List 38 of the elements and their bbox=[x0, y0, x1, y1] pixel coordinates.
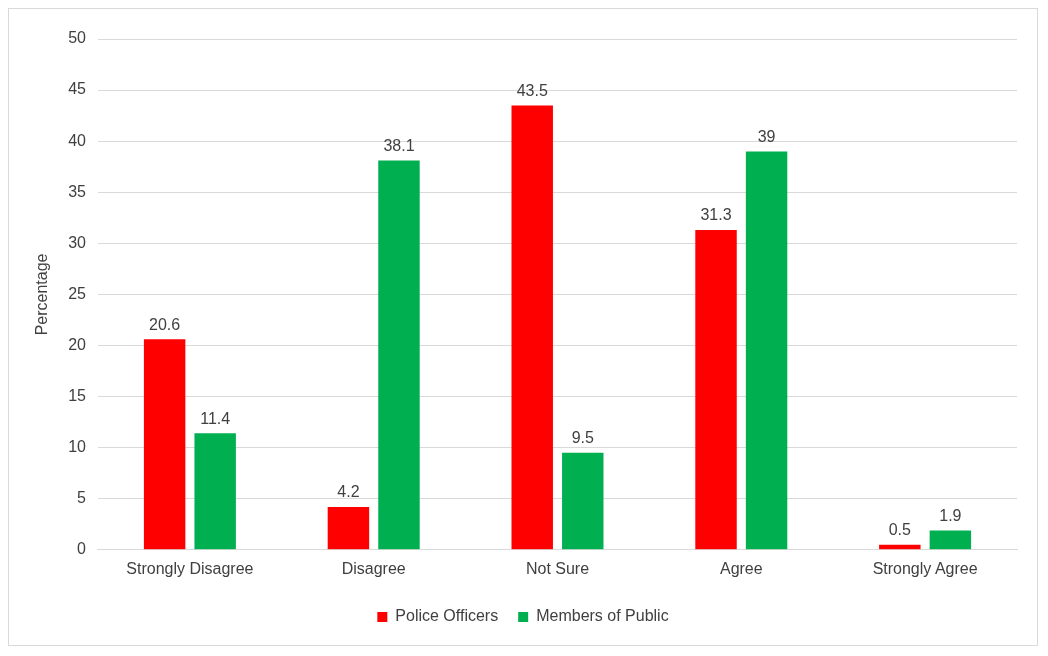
y-tick-label: 15 bbox=[68, 386, 87, 404]
data-label: 4.2 bbox=[337, 483, 360, 501]
y-tick-label: 40 bbox=[68, 131, 87, 149]
y-tick-label: 50 bbox=[68, 29, 87, 47]
y-axis-title: Percentage bbox=[33, 253, 51, 336]
bar bbox=[194, 433, 236, 550]
legend-label: Police Officers bbox=[395, 607, 499, 625]
y-tick-label: 20 bbox=[68, 335, 87, 353]
x-tick-label: Not Sure bbox=[525, 559, 590, 577]
data-label: 0.5 bbox=[888, 521, 912, 539]
data-label: 11.4 bbox=[200, 409, 231, 427]
y-tick-label: 45 bbox=[68, 80, 87, 98]
x-tick-label: Strongly Agree bbox=[872, 559, 978, 577]
data-label: 1.9 bbox=[939, 506, 962, 524]
bar bbox=[143, 339, 186, 550]
bar bbox=[562, 452, 604, 550]
data-label: 38.1 bbox=[383, 136, 415, 154]
data-label: 43.5 bbox=[516, 81, 548, 99]
x-tick-label: Disagree bbox=[341, 559, 406, 577]
x-tick-label: Agree bbox=[719, 559, 763, 577]
data-label: 9.5 bbox=[571, 429, 594, 447]
bar bbox=[695, 230, 737, 550]
bar bbox=[511, 105, 553, 550]
y-tick-label: 25 bbox=[68, 284, 87, 302]
y-tick-label: 0 bbox=[77, 540, 87, 558]
y-tick-label: 30 bbox=[68, 233, 87, 251]
bar bbox=[745, 151, 788, 550]
y-tick-label: 35 bbox=[68, 182, 87, 200]
y-tick-label: 5 bbox=[77, 489, 87, 507]
data-label: 31.3 bbox=[700, 206, 732, 224]
bar bbox=[327, 506, 370, 550]
bar bbox=[378, 160, 420, 550]
data-label: 39 bbox=[757, 127, 776, 145]
legend-label: Members of Public bbox=[536, 607, 669, 625]
bar bbox=[929, 530, 972, 550]
x-tick-label: Strongly Disagree bbox=[126, 559, 254, 577]
data-label: 20.6 bbox=[149, 315, 181, 333]
y-tick-label: 10 bbox=[68, 438, 87, 456]
